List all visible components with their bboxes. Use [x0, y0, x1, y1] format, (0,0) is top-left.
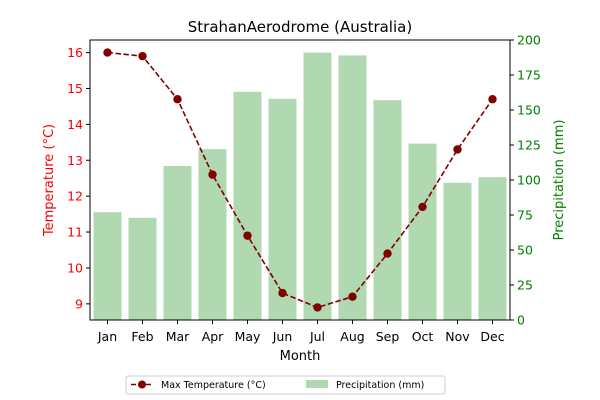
- y-right-tick-label: 200: [517, 33, 541, 48]
- x-tick-label-sep: Sep: [376, 329, 400, 344]
- x-tick-label-apr: Apr: [202, 329, 224, 344]
- precip-bar-jan: [93, 212, 122, 320]
- precip-bar-jul: [303, 52, 332, 320]
- temp-point-sep: [383, 249, 392, 258]
- y-right-tick-label: 125: [517, 138, 541, 153]
- precip-bar-nov: [443, 182, 472, 320]
- legend: Max Temperature (°C) Precipitation (mm): [125, 375, 446, 395]
- x-tick-label-nov: Nov: [445, 329, 470, 344]
- temp-point-apr: [208, 170, 217, 179]
- temp-point-nov: [453, 145, 462, 154]
- precipitation-bars: [93, 52, 507, 321]
- x-tick-label-jun: Jun: [272, 329, 293, 344]
- precip-bar-dec: [478, 177, 507, 320]
- y-right-tick-label: 25: [517, 278, 533, 293]
- x-tick-label-aug: Aug: [340, 329, 364, 344]
- temperature-line: [103, 48, 497, 312]
- temperature-series-line: [107, 51, 494, 309]
- x-tick-label-may: May: [235, 329, 261, 344]
- temp-point-dec: [488, 95, 497, 104]
- y-left-tick-label: 16: [67, 45, 83, 60]
- legend-temperature-label: Max Temperature (°C): [161, 380, 266, 391]
- legend-frame: [125, 375, 446, 395]
- y-right-tick-label: 0: [517, 313, 525, 328]
- legend-bar-swatch: [306, 380, 328, 388]
- legend-precipitation-label: Precipitation (mm): [336, 380, 424, 391]
- temp-point-may: [243, 231, 252, 240]
- temp-point-feb: [138, 51, 147, 61]
- y-left-tick-label: 14: [67, 117, 83, 132]
- precip-bar-sep: [373, 100, 402, 320]
- temp-point-aug: [348, 292, 357, 301]
- y-left-tick-label: 15: [67, 81, 83, 96]
- x-tick-label-feb: Feb: [131, 329, 153, 344]
- temp-point-oct: [418, 202, 427, 212]
- chart-title: StrahanAerodrome (Australia): [188, 18, 412, 36]
- x-tick-label-jul: Jul: [309, 329, 325, 344]
- y-axis-right-label: Precipitation (mm): [552, 120, 567, 241]
- precip-bar-oct: [408, 143, 437, 320]
- y-right-tick-label: 175: [517, 68, 541, 83]
- axes: 9 10 11 12 13 14 15 16 0 25 50 75 100 125 150 175 200 Jan…: [67, 33, 541, 345]
- temp-point-jul: [313, 303, 322, 312]
- y-right-tick-label: 150: [517, 103, 541, 118]
- y-left-tick-label: 11: [67, 225, 83, 240]
- y-right-tick-label: 100: [517, 173, 541, 188]
- y-left-tick-label: 10: [67, 260, 83, 275]
- temp-point-mar: [173, 95, 182, 104]
- y-left-tick-label: 13: [67, 153, 83, 168]
- y-axis-left-label: Temperature (°C): [42, 124, 57, 237]
- x-tick-label-dec: Dec: [480, 329, 504, 344]
- y-left-tick-label: 9: [75, 296, 83, 311]
- x-tick-label-oct: Oct: [412, 329, 434, 344]
- precip-bar-jun: [268, 98, 297, 320]
- y-right-tick-label: 50: [517, 243, 533, 258]
- x-axis-label: Month: [280, 349, 321, 364]
- y-right-tick-label: 75: [517, 208, 533, 223]
- x-tick-label-mar: Mar: [166, 329, 190, 344]
- temp-point-jan: [103, 48, 112, 57]
- precip-bar-aug: [338, 55, 367, 321]
- x-tick-label-jan: Jan: [97, 329, 117, 344]
- precip-bar-feb: [128, 217, 157, 320]
- y-left-tick-label: 12: [67, 189, 83, 204]
- precip-bar-may: [233, 91, 262, 320]
- legend-line-marker: [138, 380, 146, 389]
- precip-bar-mar: [163, 166, 192, 320]
- temp-point-jun: [278, 288, 287, 298]
